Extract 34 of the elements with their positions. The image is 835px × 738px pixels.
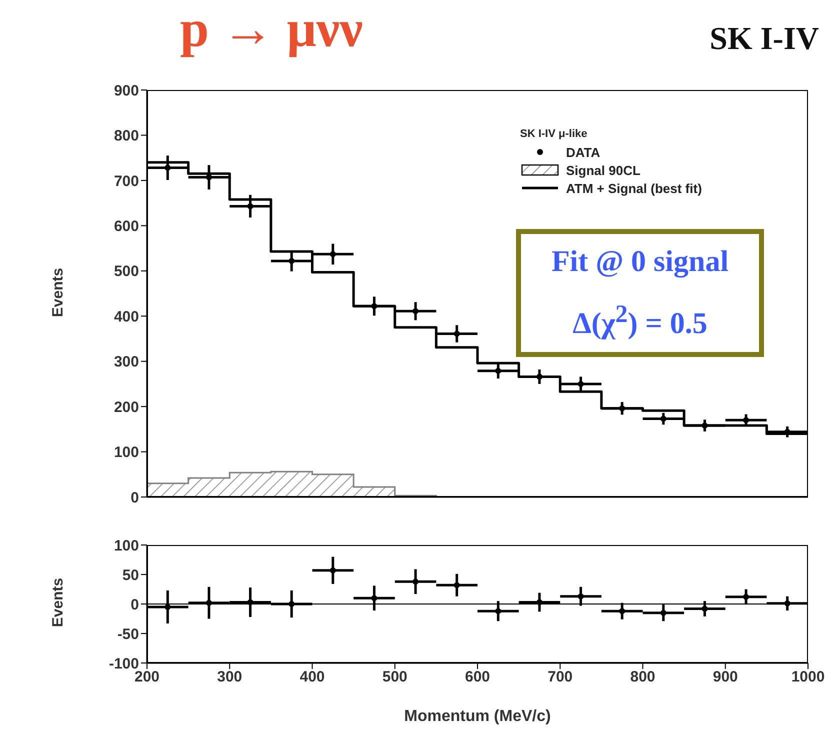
y-tick-label: -50 <box>117 626 139 643</box>
y-tick-label: 50 <box>122 566 139 584</box>
y-tick-label: 100 <box>114 444 139 462</box>
y-tick-label: 600 <box>114 218 139 235</box>
y-tick-label: -100 <box>108 655 139 672</box>
annotation: Δ(χ$^{2}$) = 0.5 <box>572 301 708 341</box>
x-tick-label: 900 <box>712 668 738 686</box>
x-tick-label: 1000 <box>791 668 825 686</box>
x-tick-label: 300 <box>217 668 242 686</box>
x-tick-label: 800 <box>630 668 656 686</box>
y-axis-title: Events <box>50 266 66 319</box>
x-tick-label: 500 <box>382 668 408 686</box>
legend-label: Signal 90CL <box>566 162 640 178</box>
chart-title: p → μνν <box>180 0 363 59</box>
legend-title: SK I-IV μ-like <box>520 128 588 140</box>
y-tick-label: 800 <box>114 128 139 145</box>
y-tick-label: 0 <box>130 489 139 506</box>
y-tick-label: 200 <box>114 398 139 416</box>
y-tick-label: 100 <box>114 537 139 554</box>
annotation: Fit @ 0 signal <box>551 245 729 279</box>
y-tick-label: 400 <box>114 308 139 326</box>
x-tick-label: 600 <box>464 668 490 686</box>
legend-label: ATM + Signal (best fit) <box>566 180 702 196</box>
y-tick-label: 0 <box>130 596 139 614</box>
x-tick-label: 700 <box>548 668 573 686</box>
y-tick-label: 700 <box>114 172 139 190</box>
y-tick-label: 900 <box>114 82 139 100</box>
x-tick-label: 400 <box>300 668 325 686</box>
y-axis-title: Events <box>50 576 66 630</box>
chart-subtitle: SK I-IV <box>710 20 819 57</box>
y-tick-label: 500 <box>114 263 139 280</box>
legend-label: DATA <box>566 144 600 160</box>
y-tick-label: 300 <box>114 354 139 371</box>
x-axis-title: Momentum (MeV/c) <box>403 708 552 726</box>
